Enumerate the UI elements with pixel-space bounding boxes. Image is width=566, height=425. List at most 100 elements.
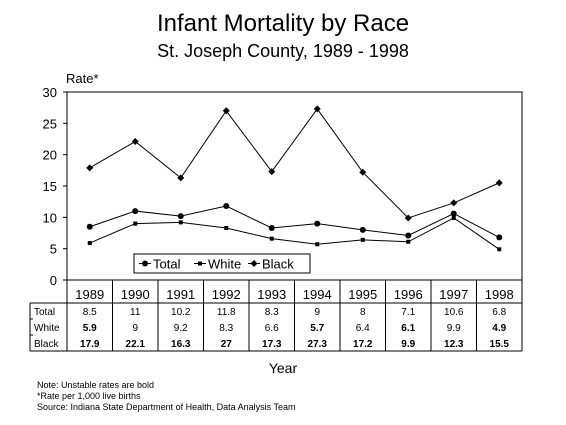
data-point-white [269,236,274,241]
chart-title: Infant Mortality by Race [156,10,410,37]
data-label: 7.1 [401,307,415,318]
series-line-total [89,205,500,238]
x-tick-label: 1990 [121,287,150,302]
data-point-total [223,203,230,210]
data-point-white [178,220,183,225]
data-label: 17.2 [353,339,373,350]
series-line-white [89,217,500,250]
x-tick-label: 1989 [75,287,104,302]
x-tick-label: 1996 [394,287,423,302]
data-label: 6.8 [492,307,506,318]
data-label: 22.1 [126,339,146,350]
data-label: 9.9 [401,339,415,350]
data-label: 8.3 [265,307,279,318]
y-tick-label: 10 [43,210,57,225]
data-point-white [406,239,411,244]
data-label: 11 [130,307,141,318]
series-line-black [89,108,500,219]
data-point-total [405,232,412,239]
data-label: 17.3 [262,339,282,350]
data-point-black [177,174,185,182]
data-label: 17.9 [80,339,100,350]
data-label: 12.3 [444,339,464,350]
x-tick-label: 1995 [348,287,377,302]
legend-label-black: Black [262,257,294,272]
y-tick-label: 25 [43,116,57,131]
data-point-total [450,210,457,217]
y-axis-label: Rate* [66,71,99,86]
legend-marker-black [250,260,258,267]
data-label: 27 [221,339,233,350]
data-point-black [359,168,367,176]
data-label: 11.8 [217,307,236,318]
data-label: 8.3 [219,323,233,334]
note-unstable: Note: Unstable rates are bold [37,380,155,390]
data-label: 8 [360,307,366,318]
x-tick-label: 1998 [485,287,514,302]
data-point-white [87,241,92,246]
note-source: Source: Indiana State Department of Heal… [37,402,296,412]
data-label: 9.2 [174,323,188,334]
data-point-black [268,168,276,176]
y-tick-label: 0 [50,273,57,288]
x-tick-label: 1991 [166,287,195,302]
legend-box [133,253,311,274]
legend-label-total: Total [153,257,181,272]
data-point-white [133,221,138,226]
data-label: 9.9 [447,323,461,334]
data-label: 5.9 [83,323,97,334]
data-label: 10.6 [444,307,464,318]
data-label: 6.1 [401,323,415,334]
plot-frame [66,91,523,281]
data-point-black [404,214,412,222]
data-label: 6.6 [265,323,279,334]
data-point-total [177,213,184,220]
data-label: 27.3 [308,339,328,350]
data-point-white [360,237,365,242]
data-point-black [86,164,94,172]
data-point-white [497,247,502,252]
data-label: 5.7 [310,323,324,334]
x-tick-label: 1992 [212,287,241,302]
legend-label-white: White [208,257,241,272]
data-label: 10.2 [171,307,191,318]
data-point-black [131,138,139,146]
data-label: 9 [314,307,320,318]
chart-subtitle: St. Joseph County, 1989 - 1998 [157,41,409,61]
data-point-total [359,226,366,233]
data-point-white [224,225,229,230]
legend-marker-total [142,260,148,267]
data-point-black [313,105,321,113]
data-label: 8.5 [83,307,97,318]
data-point-white [315,242,320,247]
note-rate: *Rate per 1,000 live births [37,391,141,401]
x-tick-label: 1993 [257,287,286,302]
y-tick-label: 5 [50,242,57,257]
table-series-name: White [34,323,60,334]
data-point-black [450,199,458,207]
data-label: 16.3 [171,339,191,350]
table-series-name: Black [34,339,59,350]
data-point-black [495,179,503,187]
data-point-total [496,234,503,241]
data-point-total [132,208,139,215]
data-point-white [451,215,456,220]
table-series-name: Total [34,307,55,318]
x-tick-label: 1997 [439,287,468,302]
y-tick-label: 20 [43,148,57,163]
y-tick-label: 15 [43,179,57,194]
data-label: 6.4 [356,323,370,334]
data-label: 15.5 [490,339,510,350]
data-point-total [86,223,93,230]
data-label: 9 [132,323,138,334]
x-tick-label: 1994 [303,287,332,302]
x-axis-label: Year [268,360,298,376]
data-point-black [222,107,230,115]
y-tick-label: 30 [43,85,57,100]
legend-marker-white [198,261,202,266]
data-point-total [268,224,275,231]
data-point-total [314,220,321,227]
notes: Note: Unstable rates are bold *Rate per … [37,380,295,413]
data-label: 4.9 [492,323,506,334]
